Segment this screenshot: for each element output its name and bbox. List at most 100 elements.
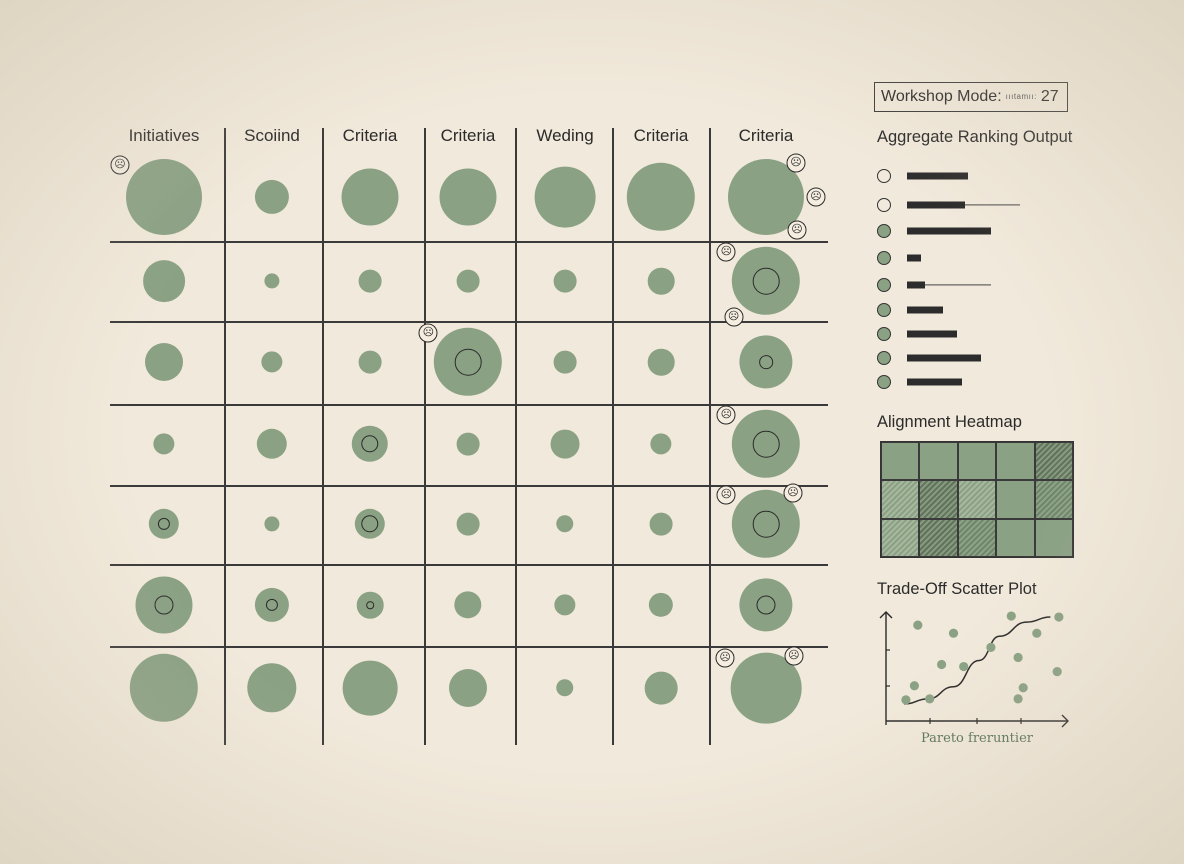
workshop-mode-value: 27 xyxy=(1040,88,1059,105)
scatter-point[interactable] xyxy=(1052,666,1062,677)
scatter-point[interactable] xyxy=(925,694,935,704)
frown-face-icon[interactable]: ☹ xyxy=(716,405,736,425)
score-bubble[interactable] xyxy=(143,260,185,302)
column-header[interactable]: Criteria xyxy=(440,126,496,145)
heatmap-cell[interactable] xyxy=(1034,480,1073,519)
column-header[interactable]: Initiatives xyxy=(128,126,200,145)
score-bubble[interactable] xyxy=(261,351,283,373)
scatter-point[interactable] xyxy=(959,661,969,672)
frown-face-icon[interactable]: ☹ xyxy=(806,187,826,207)
rank-dot-filled[interactable] xyxy=(877,251,891,265)
frown-face-icon[interactable]: ☹ xyxy=(784,646,804,666)
scatter-point[interactable] xyxy=(913,620,923,630)
consensus-ring xyxy=(366,601,374,609)
scatter-point[interactable] xyxy=(937,659,947,670)
rank-dot-filled[interactable] xyxy=(877,351,891,365)
frown-face-icon[interactable]: ☹ xyxy=(783,483,803,503)
score-bubble[interactable] xyxy=(449,669,487,707)
score-bubble[interactable] xyxy=(550,429,580,459)
score-bubble[interactable] xyxy=(454,591,482,619)
heatmap-cell[interactable] xyxy=(919,442,958,481)
score-bubble[interactable] xyxy=(456,432,480,456)
heatmap-cell[interactable] xyxy=(1034,442,1073,481)
score-bubble[interactable] xyxy=(649,512,673,536)
heatmap-cell[interactable] xyxy=(996,442,1035,481)
scatter-point[interactable] xyxy=(1013,694,1023,704)
heatmap-cell[interactable] xyxy=(881,518,920,557)
score-bubble[interactable] xyxy=(626,162,696,232)
frown-face-icon[interactable]: ☹ xyxy=(786,153,806,173)
score-bubble[interactable] xyxy=(644,671,678,705)
grid-row-divider xyxy=(110,485,828,487)
score-bubble[interactable] xyxy=(556,515,574,533)
workshop-mode-indicator[interactable]: Workshop Mode: ıııtamıı: 27 xyxy=(874,82,1068,112)
heatmap-cell[interactable] xyxy=(957,442,997,481)
heatmap-cell[interactable] xyxy=(881,442,920,481)
scatter-point[interactable] xyxy=(1013,652,1023,663)
score-bubble[interactable] xyxy=(647,267,675,295)
column-header[interactable]: Weding xyxy=(536,126,594,145)
column-header[interactable]: Criteria xyxy=(738,126,794,145)
heatmap-cell[interactable] xyxy=(957,480,997,519)
score-bubble[interactable] xyxy=(358,350,382,374)
rank-dot-filled[interactable] xyxy=(877,375,891,389)
frown-face-icon[interactable]: ☹ xyxy=(716,242,736,262)
column-header[interactable]: Criteria xyxy=(633,126,689,145)
score-bubble[interactable] xyxy=(439,168,497,226)
x-axis-arrow xyxy=(1061,714,1069,728)
column-header[interactable]: Criteria xyxy=(342,126,398,145)
frown-face-icon[interactable]: ☹ xyxy=(716,485,736,505)
score-bubble[interactable] xyxy=(341,168,399,226)
frown-face-icon[interactable]: ☹ xyxy=(418,323,438,343)
score-bubble[interactable] xyxy=(650,433,672,455)
scatter-point[interactable] xyxy=(1032,628,1042,638)
frown-face-icon[interactable]: ☹ xyxy=(787,220,807,240)
heatmap-cell[interactable] xyxy=(996,518,1035,557)
scatter-point[interactable] xyxy=(948,628,959,638)
column-header[interactable]: Scoiind xyxy=(244,126,300,145)
score-bubble[interactable] xyxy=(534,166,596,228)
rank-dot-filled[interactable] xyxy=(877,327,891,341)
frown-face-icon[interactable]: ☹ xyxy=(724,307,744,327)
rank-dot-filled[interactable] xyxy=(877,278,891,292)
score-bubble[interactable] xyxy=(358,269,382,293)
score-bubble[interactable] xyxy=(126,159,202,235)
rank-dot-empty[interactable] xyxy=(877,169,891,183)
score-bubble[interactable] xyxy=(648,592,674,618)
heatmap-cell[interactable] xyxy=(996,480,1035,519)
scatter-point[interactable] xyxy=(1054,612,1064,622)
heatmap-cell[interactable] xyxy=(957,518,997,557)
scatter-point[interactable] xyxy=(901,695,911,705)
grid-row-divider xyxy=(110,241,828,243)
frown-face-icon[interactable]: ☹ xyxy=(110,155,130,175)
scatter-point[interactable] xyxy=(986,642,996,652)
score-bubble[interactable] xyxy=(264,273,280,289)
score-bubble[interactable] xyxy=(553,269,577,293)
score-bubble[interactable] xyxy=(456,269,480,293)
heatmap-cell[interactable] xyxy=(881,480,920,519)
heatmap-cell[interactable] xyxy=(1034,518,1073,557)
score-bubble[interactable] xyxy=(247,663,297,713)
score-bubble[interactable] xyxy=(456,512,480,536)
heatmap-cell[interactable] xyxy=(919,518,958,557)
heatmap-cell[interactable] xyxy=(919,480,958,519)
grid-column-divider xyxy=(709,128,711,745)
frown-face-icon[interactable]: ☹ xyxy=(715,648,735,668)
score-bubble[interactable] xyxy=(647,348,675,376)
score-bubble[interactable] xyxy=(145,343,183,381)
score-bubble[interactable] xyxy=(264,516,280,532)
score-bubble[interactable] xyxy=(554,594,576,616)
scatter-point[interactable] xyxy=(1006,611,1016,621)
score-bubble[interactable] xyxy=(153,433,175,455)
score-bubble[interactable] xyxy=(556,679,574,697)
rank-dot-empty[interactable] xyxy=(877,198,891,212)
score-bubble[interactable] xyxy=(553,350,577,374)
scatter-point[interactable] xyxy=(1018,683,1028,693)
scatter-point[interactable] xyxy=(909,681,920,691)
rank-dot-filled[interactable] xyxy=(877,224,891,238)
rank-dot-filled[interactable] xyxy=(877,303,891,317)
score-bubble[interactable] xyxy=(129,653,199,723)
score-bubble[interactable] xyxy=(256,428,288,460)
score-bubble[interactable] xyxy=(254,179,290,215)
score-bubble[interactable] xyxy=(342,660,398,716)
